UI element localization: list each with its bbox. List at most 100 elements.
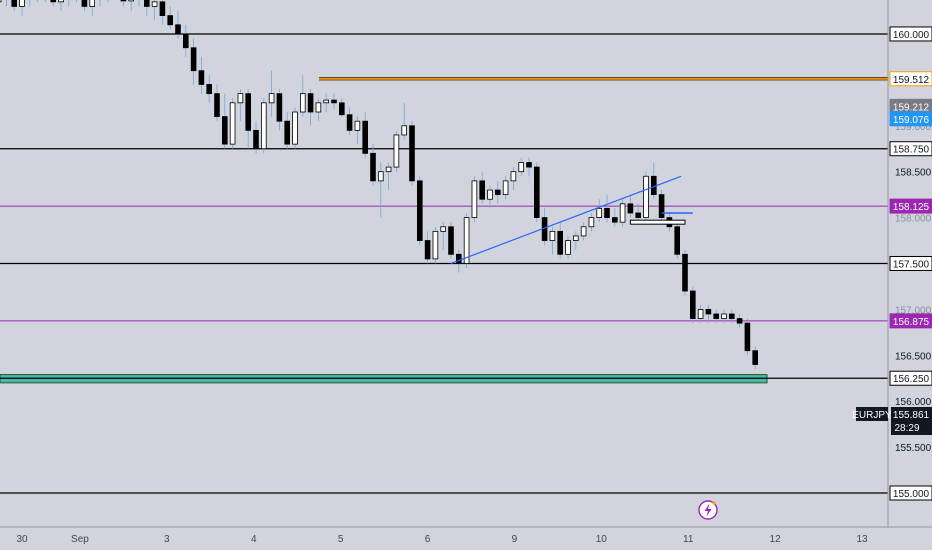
candle-body-103 — [744, 322, 751, 352]
candle-67 — [463, 212, 470, 269]
candle-body-94 — [674, 226, 680, 255]
candle-body-23 — [120, 0, 127, 2]
candle-body-83 — [588, 217, 595, 228]
candle-body-36 — [221, 116, 228, 145]
time-tick-3: 4 — [251, 534, 257, 545]
candle-62 — [424, 231, 431, 264]
price-label-text-9: 155.000 — [893, 489, 930, 500]
time-tick-8: 11 — [683, 534, 694, 545]
candle-body-57 — [385, 166, 392, 173]
candle-body-74 — [518, 162, 524, 173]
candles — [0, 0, 758, 370]
candle-body-34 — [206, 84, 213, 95]
last-price-tag — [891, 407, 932, 435]
candle-body-62 — [424, 240, 431, 260]
price-tick-6: 158.500 — [895, 168, 932, 179]
trendline[interactable] — [450, 175, 682, 265]
candle-body-100 — [721, 313, 727, 319]
candle-92 — [658, 190, 665, 223]
candle-body-30 — [175, 24, 181, 35]
candle-87 — [619, 199, 626, 227]
candle-79 — [557, 222, 563, 259]
candle-39 — [245, 89, 252, 149]
price-label-box-3 — [889, 111, 932, 127]
candle-body-52 — [346, 114, 353, 131]
candle-40 — [253, 121, 259, 154]
symbol-tag — [856, 407, 888, 421]
candle-49 — [323, 93, 329, 113]
candle-46 — [299, 75, 306, 117]
candle-64 — [440, 222, 446, 250]
candle-69 — [479, 171, 485, 204]
candle-71 — [494, 180, 501, 204]
candle-76 — [534, 162, 540, 223]
drawings — [450, 175, 693, 265]
candle-body-19 — [89, 0, 96, 7]
candle-body-38 — [237, 93, 244, 104]
price-label-box-7 — [889, 313, 932, 329]
candle-104 — [752, 346, 758, 370]
candle-body-95 — [682, 253, 688, 292]
candle-57 — [385, 162, 392, 191]
candle-24 — [128, 0, 135, 12]
candle-body-73 — [510, 171, 517, 182]
candle-body-32 — [190, 47, 197, 72]
candle-59 — [401, 102, 407, 140]
time-tick-2: 3 — [164, 534, 170, 545]
candle-body-97 — [697, 308, 704, 319]
price-label-box-5 — [889, 198, 932, 214]
candle-body-44 — [284, 120, 290, 145]
price-label-text-6: 157.500 — [893, 259, 930, 270]
price-label-6: 157.500 — [889, 255, 932, 271]
candle-body-54 — [362, 120, 368, 154]
candle-98 — [705, 304, 712, 324]
candle-63 — [432, 226, 439, 264]
candle-body-70 — [487, 189, 493, 200]
candle-body-65 — [448, 226, 454, 255]
candle-body-49 — [323, 99, 329, 104]
candle-88 — [627, 194, 634, 218]
candle-7 — [0, 0, 2, 3]
price-label-9: 155.000 — [889, 485, 932, 501]
price-label-1: 159.512 — [889, 71, 932, 87]
time-axis-background[interactable] — [0, 528, 932, 550]
candle-body-45 — [292, 111, 298, 145]
candle-body-101 — [729, 313, 735, 319]
candle-101 — [729, 309, 735, 324]
price-label-0: 160.000 — [889, 26, 932, 42]
candle-89 — [635, 203, 641, 223]
candle-51 — [338, 98, 345, 117]
candle-60 — [409, 121, 415, 186]
candle-16 — [68, 0, 70, 7]
candle-72 — [502, 176, 509, 200]
price-tick-7: 159.000 — [895, 122, 932, 133]
candle-body-14 — [50, 0, 56, 3]
candle-body-64 — [440, 226, 446, 232]
candle-41 — [260, 98, 267, 154]
candle-34 — [206, 75, 213, 103]
mini-box-0[interactable] — [629, 219, 686, 225]
candle-body-68 — [471, 180, 478, 218]
price-label-8: 156.250 — [889, 370, 932, 386]
candle-body-43 — [276, 93, 283, 122]
candle-body-41 — [260, 102, 267, 150]
price-tick-1: 156.000 — [895, 397, 932, 408]
candle-38 — [237, 89, 244, 122]
candle-70 — [487, 185, 493, 209]
price-label-text-2: 159.212 — [893, 102, 930, 113]
candle-body-58 — [393, 134, 400, 168]
candle-95 — [682, 249, 688, 296]
candle-14 — [50, 0, 56, 7]
candle-body-92 — [658, 194, 665, 218]
candle-42 — [268, 70, 275, 117]
candle-body-51 — [338, 102, 345, 116]
candle-body-31 — [182, 33, 189, 49]
candle-body-87 — [619, 203, 626, 223]
candle-65 — [448, 222, 454, 259]
lightning-icon[interactable] — [698, 500, 718, 520]
candle-body-75 — [526, 162, 532, 168]
candle-body-29 — [167, 15, 174, 26]
candle-body-48 — [315, 102, 322, 113]
candle-body-90 — [643, 175, 649, 218]
